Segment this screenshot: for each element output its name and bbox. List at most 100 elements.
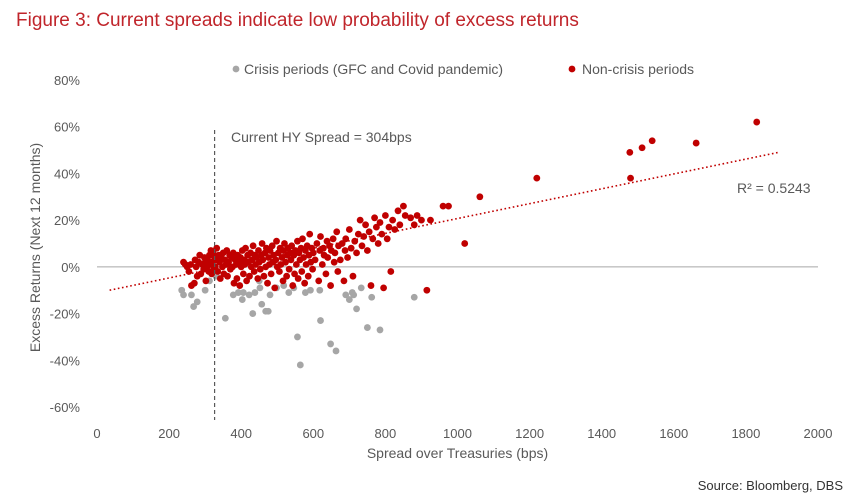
non-crisis-point [356,216,364,224]
crisis-point [188,291,195,299]
non-crisis-point [376,219,384,226]
non-crisis-point [627,174,634,182]
non-crisis-point [333,228,341,236]
x-tick-label: 200 [158,426,180,441]
non-crisis-point [389,216,397,224]
r-squared-label: R² = 0.5243 [737,180,811,196]
crisis-point [376,326,384,334]
non-crisis-point [309,249,317,257]
crisis-point [201,286,209,294]
crisis-point [363,324,371,331]
non-crisis-point [394,207,402,215]
non-crisis-point [190,279,198,287]
crisis-point [342,291,350,299]
current-spread-label: Current HY Spread = 304bps [231,129,412,145]
non-crisis-point [371,214,378,222]
crisis-point [285,289,293,296]
axes: -60% -40% -20% 0% 20% 40% 60% 80% 0 200 400 600 800 1… [27,73,832,461]
non-crisis-point [315,277,323,285]
non-crisis-point [278,254,286,261]
non-crisis-point [301,279,309,287]
non-crisis-point [322,270,330,278]
non-crisis-point [365,228,373,236]
crisis-point [345,296,353,303]
x-tick-label: 2000 [804,426,833,441]
non-crisis-point [374,240,382,247]
crisis-point [256,284,264,292]
non-crisis-point [354,230,362,238]
non-crisis-point [299,235,306,243]
non-crisis-point [300,254,307,261]
non-crisis-point [336,256,344,264]
non-crisis-point [345,226,353,233]
non-crisis-point [327,282,335,289]
crisis-point [296,361,304,369]
non-crisis-point [246,272,253,280]
crisis-point [221,314,229,322]
x-tick-label: 400 [230,426,252,441]
non-crisis-point [324,254,332,261]
non-crisis-point [304,272,312,280]
crisis-point [368,293,376,301]
non-crisis-point [268,242,276,250]
crisis-point [307,286,314,294]
non-crisis-point [391,226,399,233]
source-note: Source: Bloomberg, DBS [697,478,843,493]
crisis-point [301,289,309,296]
y-tick-label: -20% [50,307,81,322]
non-crisis-point [367,282,375,289]
non-crisis-point [267,270,275,278]
crisis-point [317,317,324,324]
crisis-point [229,291,237,299]
non-crisis-point [331,249,339,257]
x-tick-label: 1200 [515,426,544,441]
non-crisis-point [330,258,338,266]
non-crisis-point [254,275,262,282]
non-crisis-point [461,240,469,247]
x-tick-label: 1600 [659,426,688,441]
non-crisis-point [329,235,337,243]
legend-marker [232,65,240,73]
non-crisis-point [423,286,431,294]
x-tick-label: 1000 [443,426,472,441]
crisis-point [239,289,247,296]
non-crisis-point [476,193,484,201]
non-crisis-point [272,256,280,264]
non-crisis-point [281,240,288,247]
overlays: Current HY Spread = 304bps R² = 0.5243 [109,129,811,420]
x-tick-label: 1800 [731,426,760,441]
legend-label: Crisis periods (GFC and Covid pandemic) [244,61,503,77]
non-crisis-point [239,270,247,278]
non-crisis-point [276,268,283,275]
non-crisis-point [264,279,271,287]
y-tick-label: 80% [54,73,80,88]
y-tick-label: -60% [50,400,81,415]
non-crisis-point [306,230,314,238]
non-crisis-point [294,237,301,245]
non-crisis-point [282,258,289,266]
non-crisis-point [256,265,264,273]
non-crisis-point [372,223,380,231]
legend: Crisis periods (GFC and Covid pandemic) N… [232,61,694,77]
y-tick-label: 40% [54,166,80,181]
non-crisis-point [342,235,350,243]
non-crisis-point [358,242,366,250]
x-tick-label: 800 [375,426,397,441]
non-crisis-point [353,249,360,257]
non-crisis-point [224,272,231,280]
non-crisis-point [401,212,409,219]
non-crisis-point [648,137,656,145]
non-crisis-point [273,237,280,245]
non-crisis-point [319,244,327,252]
non-crisis-point [533,174,541,182]
crisis-point [245,291,253,299]
non-crisis-point [382,212,389,219]
non-crisis-point [216,275,224,282]
crisis-point [350,291,358,299]
x-axis-label: Spread over Treasuries (bps) [367,445,548,461]
non-crisis-point [341,247,349,254]
trendline [109,151,779,291]
non-crisis-point [427,216,434,224]
non-crisis-point [387,268,395,275]
